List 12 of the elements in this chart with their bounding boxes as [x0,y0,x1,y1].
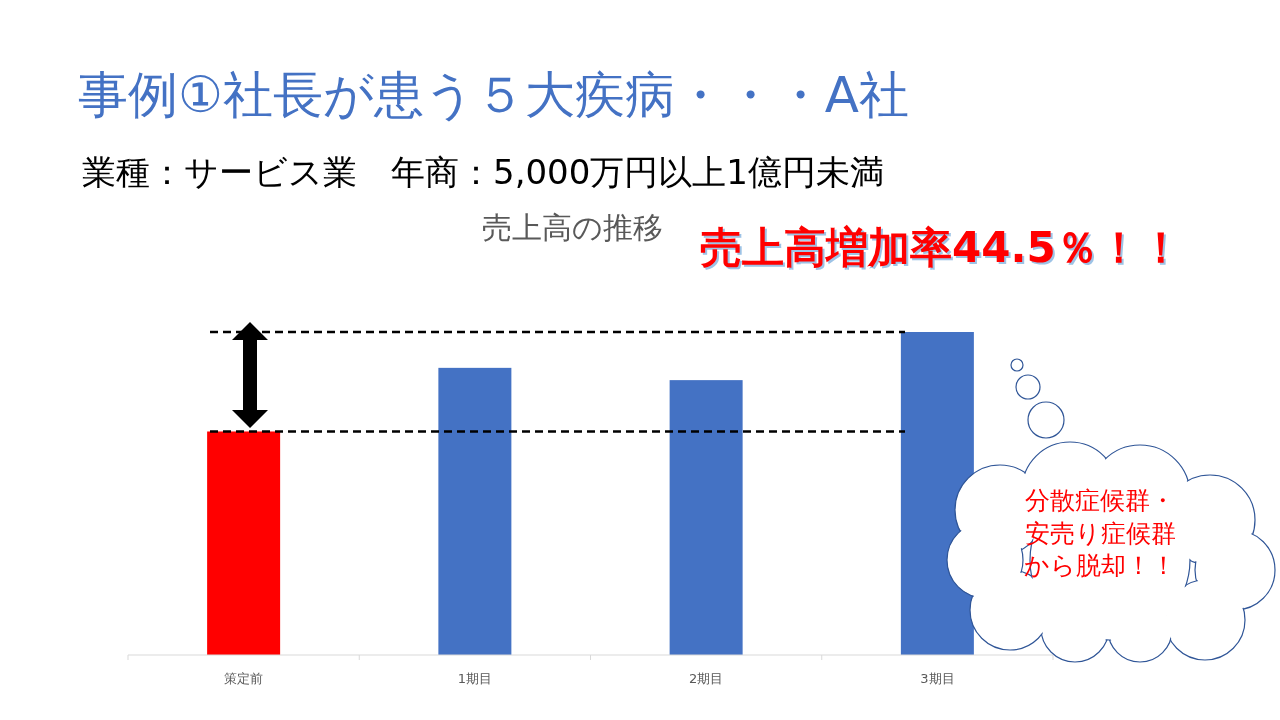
x-tick-label: 策定前 [224,671,264,686]
bar [438,367,512,655]
x-tick-label: 3期目 [920,671,955,686]
text: 売上高増加率44.5％！！ [700,222,1182,274]
bar [207,431,281,655]
chart-subtitle: 業種：サービス業 年商：5,000万円以上1億円未満 [82,151,884,194]
text: 売上高の推移 [482,209,663,247]
x-tick-label: 1期目 [457,671,493,686]
chart-title: 事例①社長が患う５大疾病・・・A社 [78,65,910,126]
x-tick-label: 2期目 [688,671,724,686]
text: 分散症候群・安売り症候群から脱却！！ [1023,485,1177,582]
bar [669,380,743,655]
